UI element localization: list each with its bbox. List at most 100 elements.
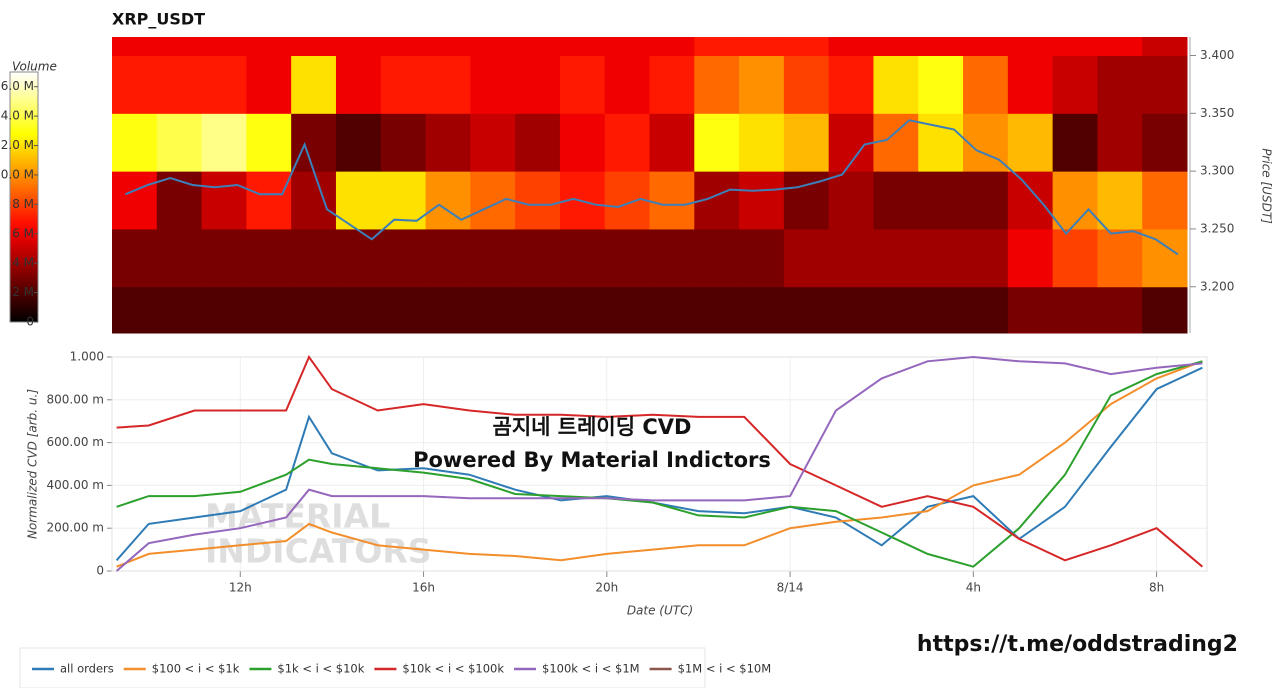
heatmap-cell [963, 228, 1009, 288]
y-tick-label: 0 [96, 564, 104, 578]
heatmap-cell [1097, 171, 1143, 230]
heatmap-cell [873, 37, 919, 56]
heatmap-cell [1007, 286, 1054, 334]
heatmap-cell [291, 286, 337, 334]
x-tick-label: 20h [595, 581, 618, 595]
series-line [116, 360, 1203, 568]
heatmap-cell [156, 55, 203, 114]
heatmap-cell [425, 113, 471, 172]
heatmap-cell [918, 171, 964, 230]
heatmap-cell [739, 37, 785, 56]
heatmap-cell [739, 171, 785, 230]
heatmap-cell [201, 286, 247, 334]
plot-frame [111, 356, 1208, 572]
heatmap-cell [1142, 171, 1188, 230]
y-tick-label: 3.300 [1200, 164, 1234, 178]
heatmap-cell [470, 55, 516, 114]
heatmap-cell [112, 37, 158, 56]
legend-label: $1k < i < $10k [277, 662, 364, 676]
heatmap-cell [559, 228, 606, 288]
heatmap-cell [604, 228, 650, 288]
colorbar-tick-label: 4 M [12, 256, 34, 270]
legend-label: all orders [60, 662, 114, 676]
heatmap-cell [1142, 228, 1188, 288]
heatmap-cell [335, 113, 382, 172]
heatmap-cell [1097, 55, 1143, 114]
heatmap-cell [694, 55, 740, 114]
heatmap-cell [291, 55, 337, 114]
series-line [116, 354, 1204, 568]
heatmap-cell [515, 286, 561, 334]
heatmap-cell [649, 286, 695, 334]
y-tick-label: 3.250 [1200, 221, 1234, 235]
colorbar-tick-label: 2 M [12, 285, 34, 299]
heatmap-cell [470, 228, 516, 288]
caption: https://t.me/oddstrading2 [917, 632, 1238, 657]
heatmap-cell [1007, 113, 1054, 172]
heatmap-cell [425, 171, 471, 230]
heatmap-cell [604, 286, 650, 334]
heatmap-cell [604, 55, 650, 114]
heatmap-cell [828, 171, 874, 230]
heatmap-cell [246, 228, 292, 288]
heatmap-cell [559, 37, 606, 56]
heatmap-cell [559, 55, 606, 114]
heatmap-cell [694, 37, 740, 56]
heatmap-cell [559, 286, 606, 334]
heatmap-cell [425, 55, 471, 114]
heatmap-cell [156, 113, 203, 172]
heatmap-cell [1142, 37, 1188, 56]
heatmap-cell [783, 55, 830, 114]
y-tick-label: 400.00 m [47, 478, 105, 492]
heatmap-cell [1142, 113, 1188, 172]
heatmap-cell [1052, 228, 1098, 288]
chart-title: XRP_USDT [112, 10, 205, 29]
heatmap-cell [515, 113, 561, 172]
x-tick-label: 4h [966, 581, 981, 595]
colorbar-tick-label: 14.0 M [0, 109, 34, 123]
heatmap-cell [604, 113, 650, 172]
heatmap-cell [1007, 228, 1054, 288]
heatmap-cell [380, 55, 427, 114]
heatmap-cell [112, 55, 158, 114]
heatmap-cell [873, 286, 919, 334]
heatmap-cell [739, 228, 785, 288]
y-tick-label: 3.200 [1200, 279, 1234, 293]
heatmap-cell [828, 286, 874, 334]
heatmap-cell [112, 286, 158, 334]
heatmap-cell [515, 171, 561, 230]
heatmap-cell [1007, 55, 1054, 114]
heatmap-cell [425, 286, 471, 334]
heatmap-cell [380, 228, 427, 288]
heatmap-cell [918, 37, 964, 56]
heatmap-cell [112, 113, 158, 172]
heatmap-cell [873, 113, 919, 172]
heatmap-cell [828, 228, 874, 288]
colorbar-tick-label: 8 M [12, 197, 34, 211]
colorbar-tick-label: 16.0 M [0, 79, 34, 93]
legend-label: $100 < i < $1k [152, 662, 240, 676]
colorbar-tick-label: 10.0 M [0, 167, 34, 181]
heatmap-cell [425, 228, 471, 288]
annotation: 곰지네 트레이딩 CVD [493, 415, 692, 439]
y-tick-label: 3.350 [1200, 106, 1234, 120]
heatmap-cell [1142, 286, 1188, 334]
heatmap-cell [918, 228, 964, 288]
heatmap-cell [1052, 37, 1098, 56]
heatmap-cell [112, 228, 158, 288]
x-tick-label: 12h [229, 581, 252, 595]
heatmap-cell [963, 171, 1009, 230]
heatmap-cell [335, 55, 382, 114]
heatmap-cell [1052, 113, 1098, 172]
colorbar-title: Volume [12, 60, 57, 74]
heatmap-cell [291, 228, 337, 288]
heatmap-cell [515, 228, 561, 288]
heatmap-cell [649, 228, 695, 288]
annotation: Powered By Material Indictors [413, 448, 771, 472]
heatmap-cell [112, 171, 158, 230]
heatmap-cell [201, 113, 247, 172]
colorbar-tick-label: 6 M [12, 226, 34, 240]
heatmap-cell [1007, 171, 1054, 230]
